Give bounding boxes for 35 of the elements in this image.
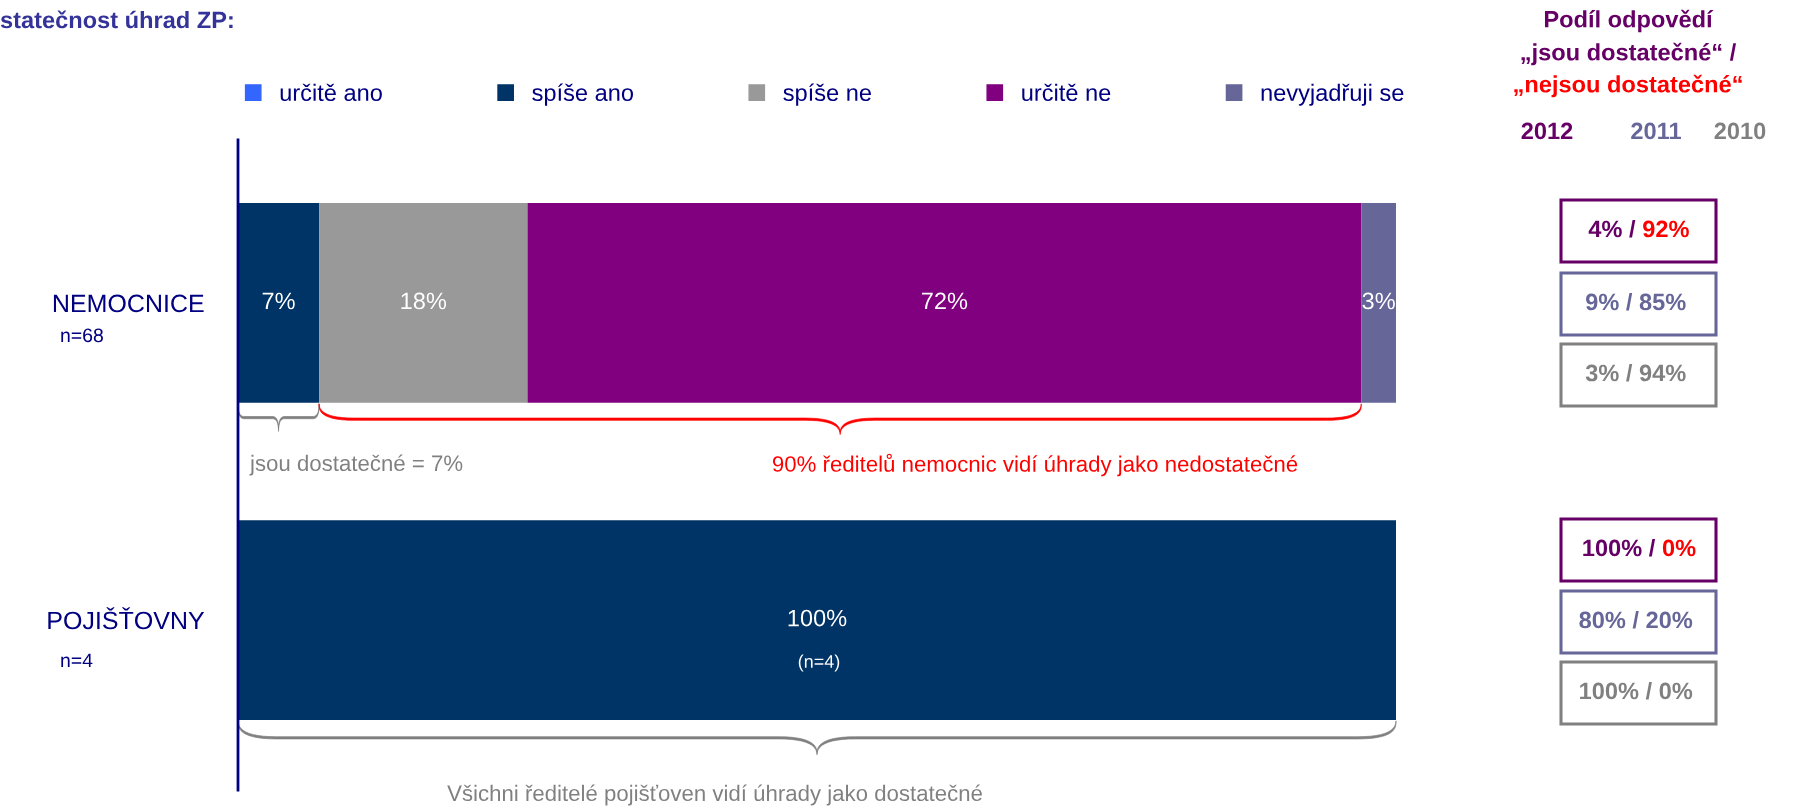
chart-title: statečnost úhrad ZP: bbox=[0, 10, 233, 29]
text: 100% / 0% bbox=[1580, 681, 1693, 700]
legend-label: určitě ano bbox=[280, 83, 382, 102]
text: 2010 bbox=[1714, 122, 1766, 140]
data-label: 7% bbox=[262, 292, 295, 310]
text: 0% bbox=[1662, 539, 1696, 557]
text: 100% / bbox=[1583, 538, 1656, 557]
annotation: jsou dostatečné = 7% bbox=[249, 454, 463, 476]
text: 3% / 94% bbox=[1585, 363, 1686, 382]
legend-label: spíše ano bbox=[532, 83, 634, 106]
text: n=68 bbox=[61, 328, 103, 343]
text: 2011 bbox=[1631, 122, 1681, 140]
data-label: 72% bbox=[921, 292, 968, 310]
data-label: 3% bbox=[1362, 292, 1395, 310]
bar bbox=[319, 203, 528, 403]
legend-label: nevyjadřuji se bbox=[1261, 83, 1404, 106]
data-label: 18% bbox=[401, 292, 447, 310]
text: 4% / bbox=[1588, 220, 1636, 238]
text: Podíl odpovědí bbox=[1544, 9, 1714, 33]
text: 9% / 85% bbox=[1586, 292, 1686, 311]
annotation: Všichni ředitelé pojišťoven vidí úhrady jako dostatečné bbox=[447, 784, 982, 806]
annotation: (n=4) bbox=[798, 654, 840, 672]
annotation: 90% ředitelů nemocnic vidí úhrady jako nedostatečné bbox=[772, 453, 1298, 477]
y-tick-label: POJIŠŤOVNY bbox=[48, 607, 205, 630]
text: n=4 bbox=[61, 653, 93, 668]
text: 2012 bbox=[1521, 122, 1573, 140]
text: 80% / 20% bbox=[1579, 610, 1693, 629]
data-label: 100% bbox=[788, 609, 847, 627]
bar bbox=[1361, 203, 1396, 403]
text: 92% bbox=[1643, 220, 1689, 238]
legend-label: spíše ne bbox=[783, 83, 871, 106]
text: „jsou dostatečné“ / bbox=[1521, 42, 1737, 66]
y-tick-label: NEMOCNICE bbox=[53, 294, 204, 313]
legend-label: určitě ne bbox=[1022, 83, 1111, 102]
text: „nejsou dostatečné“ bbox=[1514, 74, 1742, 98]
